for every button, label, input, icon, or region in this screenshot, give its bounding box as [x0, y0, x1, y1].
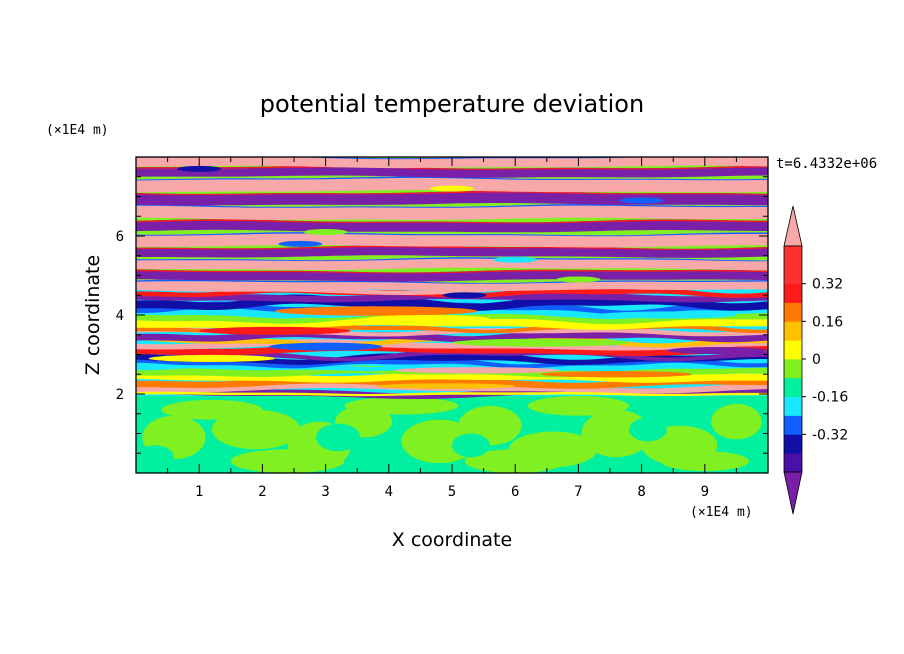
- colorbar-level: [784, 396, 802, 416]
- upper-layer: [136, 279, 768, 292]
- mid-stripe: [136, 316, 768, 330]
- upper-layer-edge: [136, 165, 768, 170]
- upper-layer-edge: [136, 232, 768, 237]
- mid-lens: [363, 315, 490, 323]
- lower-blob-inner: [452, 433, 490, 458]
- colorbar-level: [784, 246, 802, 266]
- mid-stripe: [136, 347, 768, 362]
- x-axis: 1 2 3 4 5 6 7 8 9: [167, 157, 737, 500]
- x-tick-label: 4: [385, 484, 393, 500]
- mid-lens: [148, 354, 276, 363]
- upper-layer: [136, 269, 768, 282]
- mid-stripe: [136, 371, 768, 383]
- colorbar-level: [784, 453, 802, 473]
- colorbar-level: [784, 434, 802, 454]
- upper-layer-edge: [136, 219, 768, 224]
- upper-layer-edge: [136, 176, 768, 181]
- mid-lens: [275, 306, 478, 316]
- upper-filament: [278, 240, 323, 247]
- stratified-bands: [136, 157, 768, 399]
- y-tick-label: 4: [116, 308, 124, 324]
- lower-blob: [660, 451, 750, 472]
- mid-lens: [666, 346, 768, 355]
- mid-stripe: [136, 357, 768, 369]
- x-tick-label: 2: [258, 484, 266, 500]
- colorbar-level: [784, 377, 802, 398]
- mid-lens: [395, 367, 560, 374]
- colorbar-label: -0.32: [812, 427, 848, 443]
- chart-title: potential temperature deviation: [260, 90, 644, 118]
- upper-layer-edge: [136, 191, 768, 195]
- upper-filament: [177, 165, 222, 172]
- lower-blob: [464, 449, 566, 473]
- upper-filament: [619, 197, 664, 204]
- lower-blob: [711, 403, 762, 440]
- colorbar-level: [784, 359, 802, 379]
- colorbar-label: 0.16: [812, 314, 843, 330]
- x-tick-label: 9: [701, 484, 709, 500]
- lower-blob: [581, 409, 652, 458]
- lower-blob-inner: [316, 423, 361, 452]
- upper-filament: [556, 276, 601, 283]
- mid-base-stripe: [136, 391, 768, 397]
- upper-layer: [136, 190, 768, 206]
- mid-lens: [540, 371, 693, 378]
- x-tick-label: 7: [574, 484, 582, 500]
- upper-filament: [430, 185, 474, 192]
- mid-lens: [376, 383, 516, 389]
- lower-blob: [527, 395, 629, 416]
- upper-layer: [136, 176, 768, 193]
- y-tick-label: 2: [116, 387, 124, 403]
- colorbar-level: [784, 264, 802, 285]
- upper-layer-edge: [136, 269, 768, 274]
- colorbar-level: [784, 340, 802, 360]
- mid-lens: [451, 338, 629, 347]
- x-tick-label: 1: [195, 484, 203, 500]
- colorbar-label: 0: [812, 352, 821, 368]
- upper-filament: [303, 229, 348, 236]
- colorbar-level: [784, 321, 802, 341]
- lower-blob: [344, 397, 459, 415]
- upper-layer: [136, 203, 768, 220]
- upper-layer: [136, 219, 768, 233]
- mid-stripe: [136, 362, 768, 372]
- upper-filament: [442, 292, 487, 299]
- y-tick-label: 6: [116, 229, 124, 245]
- lower-layer: [136, 395, 768, 473]
- lower-blob: [161, 399, 263, 420]
- colorbar-extend-top: [783, 205, 803, 247]
- colorbar-label: -0.16: [812, 390, 848, 406]
- upper-layer-edge: [136, 245, 768, 250]
- time-label: t=6.4332e+06: [776, 156, 877, 172]
- x-tick-label: 8: [637, 484, 645, 500]
- upper-layer-edge: [136, 257, 768, 262]
- y-axis-unit: (×1E4 m): [46, 123, 109, 138]
- colorbar-level: [784, 283, 802, 303]
- x-tick-label: 3: [321, 484, 329, 500]
- upper-filament: [493, 256, 538, 263]
- mid-stripe: [136, 352, 768, 365]
- contour-field: [136, 157, 768, 473]
- colorbar-label: 0.32: [812, 277, 843, 293]
- upper-layer-edge: [136, 204, 768, 208]
- mid-lens: [597, 311, 737, 319]
- x-tick-label: 6: [511, 484, 519, 500]
- x-axis-label: X coordinate: [392, 529, 512, 551]
- lower-blob: [211, 409, 301, 450]
- y-axis: 2 4 6: [116, 176, 768, 454]
- upper-layer-edge: [136, 279, 768, 284]
- lower-blob-inner: [136, 445, 174, 470]
- x-tick-label: 5: [448, 484, 456, 500]
- lower-blob-inner: [628, 417, 667, 442]
- colorbar-level: [784, 302, 802, 322]
- x-axis-unit: (×1E4 m): [690, 505, 753, 520]
- colorbar-extend-bottom: [783, 471, 803, 515]
- lower-blob: [230, 449, 345, 473]
- colorbar-level: [784, 415, 802, 435]
- mid-lens: [268, 342, 383, 351]
- mid-lens: [199, 326, 351, 335]
- y-axis-label: Z coordinate: [82, 255, 104, 375]
- colorbar: 0.32 0.16 0 -0.16 -0.32: [783, 205, 848, 515]
